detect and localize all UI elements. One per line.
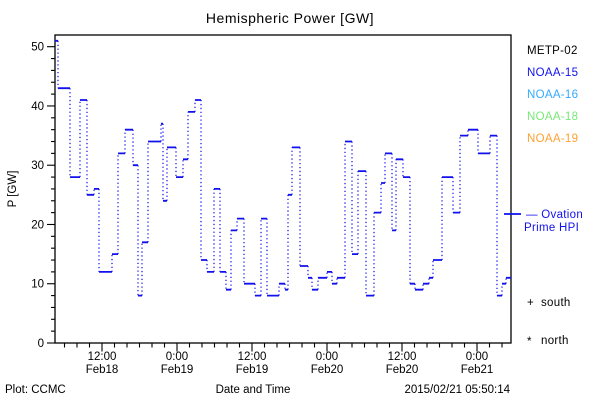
legend-satellites: METP-02 NOAA-15 NOAA-16 NOAA-18 NOAA-19 — [527, 45, 578, 145]
footer-plot-source: Plot: CCMC — [5, 384, 66, 396]
y-tick-label: 40 — [31, 101, 44, 113]
x-tick-date-label: Feb20 — [311, 364, 344, 376]
x-tick-date-label: Feb19 — [161, 364, 194, 376]
x-tick-date-label: Feb20 — [386, 364, 419, 376]
y-axis-title: P [GW] — [7, 171, 19, 208]
x-tick-date-label: Feb18 — [86, 364, 119, 376]
x-tick-date-label: Feb19 — [236, 364, 269, 376]
x-axis-ticks — [63, 343, 503, 352]
y-tick-label: 0 — [38, 338, 44, 350]
y-axis-tick-labels: 0 10 20 30 40 50 — [31, 42, 44, 350]
chart-title: Hemispheric Power [GW] — [206, 10, 374, 26]
north-marker-symbol: * — [527, 336, 532, 348]
north-marker-label: north — [541, 335, 569, 347]
x-tick-time-label: 0:00 — [166, 351, 188, 363]
legend-item-noaa-19: NOAA-19 — [527, 133, 578, 145]
footer-timestamp: 2015/02/21 05:50:14 — [404, 384, 510, 396]
x-tick-time-label: 0:00 — [316, 351, 338, 363]
ovation-label-line1: — Ovation — [526, 209, 583, 221]
legend-item-metp-02: METP-02 — [527, 45, 578, 57]
south-marker-label: south — [541, 297, 571, 309]
x-axis-title: Date and Time — [216, 384, 291, 396]
south-marker-symbol: + — [527, 297, 534, 309]
y-tick-label: 50 — [31, 42, 44, 54]
legend-item-noaa-15: NOAA-15 — [527, 67, 578, 79]
x-tick-date-label: Feb21 — [461, 364, 494, 376]
y-tick-label: 10 — [31, 279, 44, 291]
y-axis-ticks — [47, 46, 55, 344]
x-tick-time-label: 12:00 — [238, 351, 267, 363]
x-tick-time-label: 12:00 — [388, 351, 417, 363]
legend-markers: + south * north — [527, 297, 571, 348]
hpi-step-series — [55, 39, 511, 297]
x-tick-time-label: 0:00 — [466, 351, 488, 363]
hpi-step-verticals — [57, 40, 507, 296]
legend-item-noaa-18: NOAA-18 — [527, 111, 578, 123]
ovation-label-line2: Prime HPI — [524, 222, 579, 234]
x-axis-tick-labels: 12:00Feb180:00Feb1912:00Feb190:00Feb2012… — [86, 351, 494, 376]
y-tick-label: 20 — [31, 219, 44, 231]
hpi-step-horizontals — [55, 39, 511, 297]
y-tick-label: 30 — [31, 160, 44, 172]
legend-item-noaa-16: NOAA-16 — [527, 89, 578, 101]
footer: Plot: CCMC Date and Time 2015/02/21 05:5… — [5, 384, 511, 396]
x-tick-time-label: 12:00 — [88, 351, 117, 363]
legend-ovation: — Ovation Prime HPI — [504, 209, 583, 234]
